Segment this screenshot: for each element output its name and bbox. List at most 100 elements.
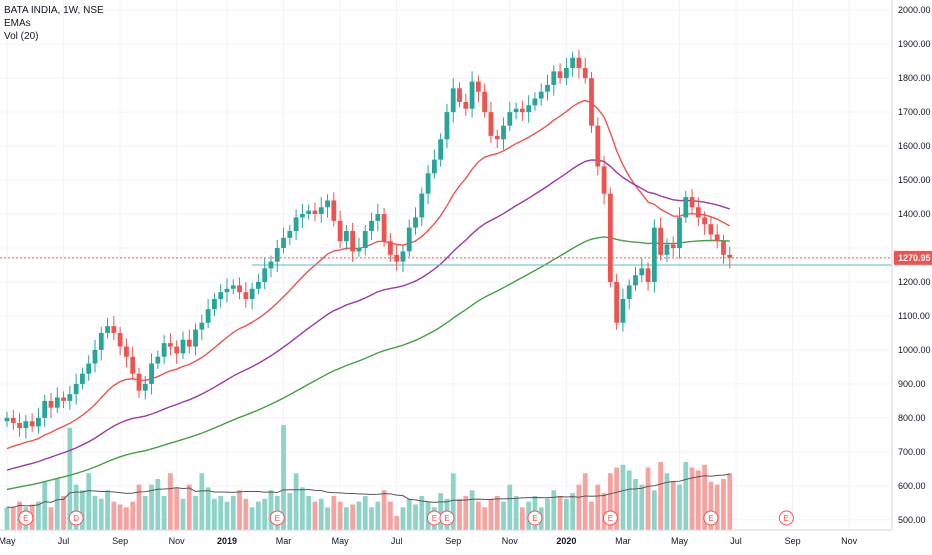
candle-body — [626, 285, 632, 299]
time-tick-label: Jul — [730, 536, 742, 546]
volume-bar — [369, 507, 374, 530]
candle-body — [413, 217, 418, 228]
candle-body — [274, 248, 280, 262]
candle-body — [475, 81, 481, 92]
volume-bar — [582, 473, 588, 530]
volume-bar — [205, 487, 211, 530]
volume-bar — [513, 495, 519, 530]
volume-bar — [105, 490, 110, 530]
volume-bar — [375, 501, 381, 530]
volume-bar — [249, 507, 255, 530]
price-tick-label: 900.00 — [898, 379, 926, 389]
event-marker — [778, 510, 794, 526]
candle-body — [331, 200, 337, 221]
candle-body — [124, 346, 129, 357]
candle-body — [142, 383, 148, 391]
event-marker-label: E — [608, 514, 613, 523]
candle-body — [111, 326, 117, 333]
candle-body — [595, 125, 601, 167]
candle-body — [105, 326, 110, 333]
volume-bar — [645, 467, 651, 530]
candle-body — [620, 298, 626, 323]
candle-body — [86, 363, 92, 374]
candle-body — [545, 84, 550, 92]
volume-bar — [633, 478, 638, 530]
time-tick-label: Sep — [785, 536, 801, 546]
candles — [4, 49, 733, 439]
volume-bar — [457, 498, 462, 530]
candle-body — [299, 214, 305, 218]
volume-bar — [199, 473, 205, 530]
time-tick-label: Nov — [841, 536, 858, 546]
event-marker-label: E — [432, 514, 437, 523]
volume-bar — [563, 498, 569, 530]
volume-bar — [306, 495, 312, 530]
ema-lines — [6, 99, 731, 491]
volume-bar — [664, 473, 670, 530]
candle-body — [582, 67, 588, 79]
volume-bar — [450, 473, 456, 530]
candle-body — [281, 237, 286, 249]
volume-bar — [161, 495, 167, 530]
volume-bar — [507, 484, 513, 530]
candle-body — [337, 220, 343, 242]
volume-bar — [475, 501, 481, 530]
volume-bar — [174, 487, 180, 530]
volume-bar — [281, 425, 286, 530]
volume-bar — [186, 484, 192, 530]
volume-bar — [519, 507, 525, 530]
candle-body — [117, 332, 123, 347]
volume-bar — [438, 493, 444, 530]
indicator-volume[interactable]: Vol (20) — [4, 31, 39, 42]
chart-legend: BATA INDIA, 1W, NSE EMAs Vol (20) — [4, 4, 104, 43]
candle-body — [80, 373, 85, 384]
candle-body — [67, 394, 73, 401]
candle-body — [519, 108, 525, 113]
candle-body — [695, 207, 701, 218]
time-tick-label: Mar — [615, 536, 631, 546]
candle-body — [17, 422, 22, 429]
volume-ma-line — [7, 473, 730, 508]
price-tick-label: 1800.00 — [898, 73, 931, 83]
volume-bar — [193, 495, 198, 530]
symbol-title: BATA INDIA, 1W, NSE — [4, 5, 104, 16]
volume-bar — [312, 501, 318, 530]
candle-body — [645, 268, 651, 282]
volume-bar — [689, 467, 695, 530]
candle-body — [501, 125, 506, 140]
volume-bar — [237, 490, 242, 530]
event-marker — [18, 510, 34, 526]
event-marker — [68, 510, 84, 526]
event-marker-label: E — [532, 514, 537, 523]
volume-ma-line — [7, 473, 730, 508]
candle-body — [614, 281, 620, 323]
volume-bar — [299, 487, 305, 530]
candle-body — [482, 91, 488, 113]
volume-bar — [218, 495, 224, 530]
volume-bar — [42, 481, 48, 530]
indicator-emas[interactable]: EMAs — [4, 18, 31, 29]
volume-bar — [362, 495, 368, 530]
volume-bar — [695, 470, 701, 530]
volume-bar — [117, 504, 123, 530]
volume-bar — [670, 481, 676, 530]
candle-body — [343, 231, 349, 242]
event-marker-label: E — [23, 514, 28, 523]
candle-body — [576, 57, 582, 68]
candle-body — [243, 292, 249, 299]
candle-body — [262, 268, 268, 282]
event-marker-label: E — [444, 514, 449, 523]
candle-body — [463, 101, 469, 109]
event-marker-label: D — [73, 514, 79, 523]
volume-bar — [400, 507, 406, 530]
price-tick-label: 1600.00 — [898, 141, 931, 151]
volume-bar — [488, 498, 494, 530]
volume-bar — [92, 495, 98, 530]
candle-body — [563, 67, 569, 79]
volume-bar — [463, 495, 469, 530]
volume-bar — [626, 470, 632, 530]
candle-body — [708, 224, 714, 235]
